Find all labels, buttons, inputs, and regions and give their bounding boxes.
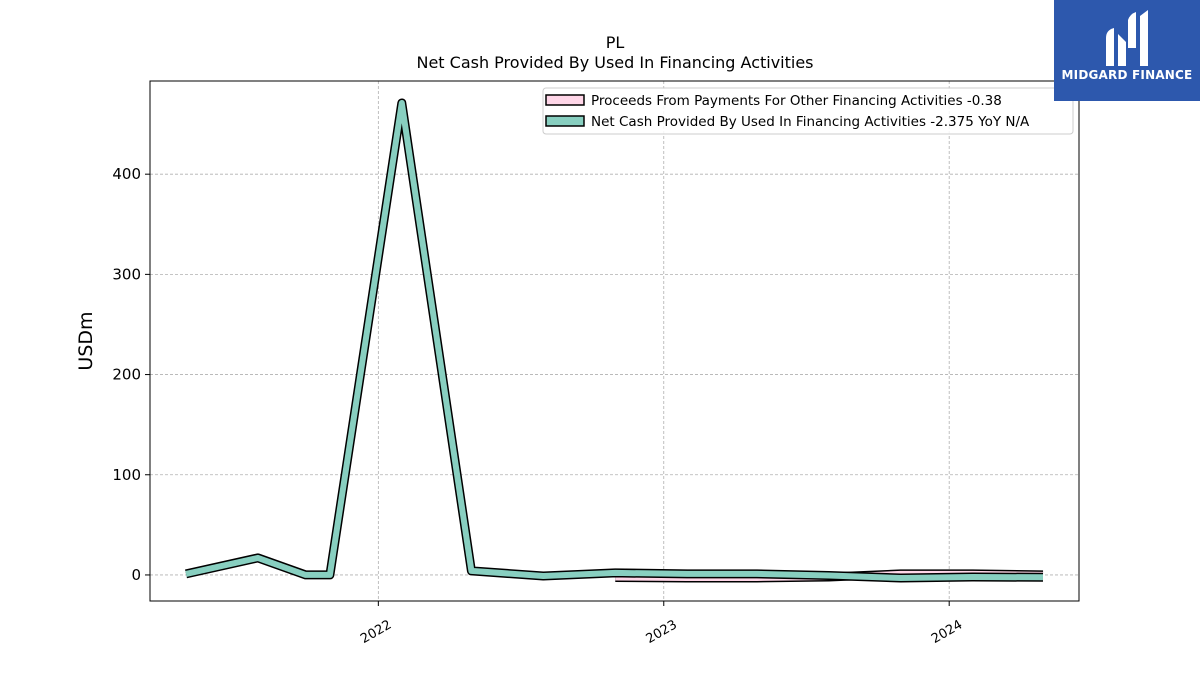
legend-label-0: Proceeds From Payments For Other Financi… bbox=[591, 93, 1002, 109]
legend-label-1: Net Cash Provided By Used In Financing A… bbox=[591, 114, 1030, 130]
chart-subtitle: Net Cash Provided By Used In Financing A… bbox=[416, 53, 813, 72]
chart-title: PL bbox=[606, 33, 625, 52]
y-axis-label: USDm bbox=[75, 311, 97, 370]
y-tick-label: 0 bbox=[131, 566, 141, 584]
series-1-line bbox=[185, 100, 1044, 581]
x-tick-label: 2023 bbox=[644, 617, 680, 647]
legend-swatch-0 bbox=[545, 94, 585, 106]
series-1-outline bbox=[185, 98, 1044, 583]
x-tick-label: 2024 bbox=[929, 617, 965, 647]
y-tick-label: 200 bbox=[112, 366, 141, 384]
y-tick-label: 100 bbox=[112, 466, 141, 484]
y-tick-label: 400 bbox=[112, 165, 141, 183]
y-tick-label: 300 bbox=[112, 265, 141, 283]
plot-frame bbox=[149, 80, 1080, 602]
legend-box bbox=[542, 87, 1074, 135]
midgard-finance-logo: MIDGARD FINANCE bbox=[1054, 0, 1200, 101]
legend-swatch-1 bbox=[545, 115, 585, 127]
x-tick-label: 2022 bbox=[358, 617, 394, 647]
logo-text: MIDGARD FINANCE bbox=[1061, 68, 1193, 82]
logo-mark-icon bbox=[1106, 10, 1148, 66]
